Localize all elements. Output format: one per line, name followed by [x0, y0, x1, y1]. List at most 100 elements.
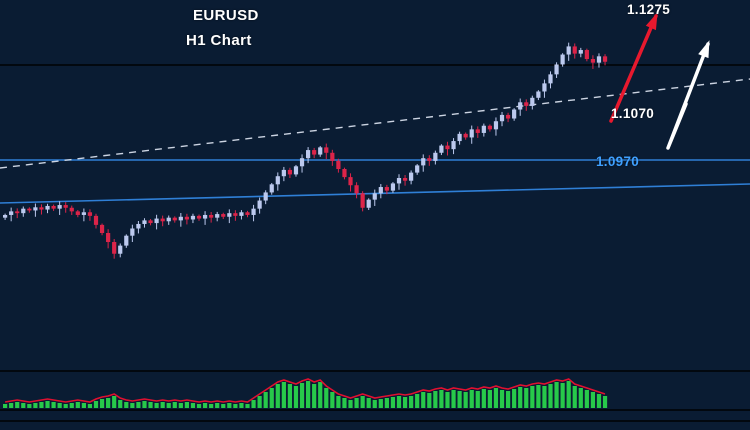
indicator-bar	[15, 402, 20, 408]
candle-up	[409, 172, 414, 181]
indicator-bar	[396, 396, 402, 408]
indicator-bar	[330, 392, 335, 408]
indicator-bar	[106, 398, 111, 408]
momentum-indicator-panel	[3, 378, 608, 408]
indicator-bar	[99, 399, 105, 408]
indicator-bar	[324, 388, 329, 408]
candle-up	[469, 129, 474, 138]
candle-down	[221, 214, 226, 217]
candle-down	[354, 185, 359, 194]
candle-down	[51, 205, 56, 209]
candle-up	[536, 91, 541, 98]
candle-up	[457, 133, 462, 142]
candle-down	[27, 208, 32, 211]
candle-up	[372, 193, 377, 200]
indicator-bar	[190, 403, 196, 408]
candle-up	[566, 46, 571, 55]
indicator-bar	[499, 390, 505, 408]
indicator-bar	[293, 386, 299, 408]
indicator-bar	[81, 403, 86, 408]
candle-down	[524, 102, 529, 106]
arrow-head	[645, 12, 658, 31]
indicator-bar	[415, 394, 420, 408]
indicator-bar	[87, 404, 93, 408]
indicator-bar	[245, 404, 250, 408]
indicator-bar	[524, 388, 529, 408]
candle-up	[518, 102, 523, 110]
candle-up	[512, 109, 517, 119]
candle-up	[481, 125, 486, 133]
candle-up	[166, 217, 171, 222]
indicator-bar	[542, 386, 547, 408]
indicator-bar	[209, 404, 214, 408]
candle-up	[293, 166, 299, 175]
indicator-bar	[354, 398, 359, 408]
indicator-bar	[112, 396, 117, 408]
candle-up	[275, 176, 280, 185]
candle-down	[69, 207, 74, 212]
indicator-bar	[518, 387, 523, 408]
candle-up	[499, 114, 505, 122]
indicator-bar	[215, 403, 220, 408]
candle-up	[530, 97, 535, 106]
candle-up	[318, 147, 323, 155]
candle-up	[269, 184, 274, 193]
indicator-bar	[172, 402, 177, 408]
candle-up	[124, 235, 129, 246]
indicator-bar	[421, 392, 426, 408]
candle-down	[209, 214, 214, 218]
candle-up	[306, 150, 311, 159]
candle-down	[233, 213, 238, 216]
indicator-bar	[487, 390, 492, 408]
indicator-bar	[263, 392, 268, 408]
indicator-bar	[251, 400, 256, 408]
indicator-bar	[63, 404, 68, 408]
candle-up	[451, 141, 456, 150]
level-and-separator-lines	[0, 64, 750, 422]
candle-down	[348, 177, 353, 186]
indicator-bar	[372, 400, 377, 408]
indicator-bar	[312, 384, 317, 408]
candle-up	[257, 200, 262, 209]
indicator-bar	[124, 402, 129, 408]
indicator-bar	[493, 388, 499, 408]
indicator-bar	[233, 404, 238, 408]
indicator-bar	[184, 402, 189, 408]
candle-down	[445, 145, 450, 150]
candle-up	[596, 56, 602, 63]
candle-up	[130, 228, 135, 236]
symbol-label: EURUSD	[193, 7, 259, 24]
indicator-bar	[433, 391, 438, 408]
candle-up	[33, 207, 38, 211]
candle-down	[384, 187, 389, 191]
candle-down	[463, 133, 468, 138]
candle-up	[263, 192, 268, 201]
candle-up	[45, 205, 50, 210]
candle-up	[239, 212, 244, 216]
indicator-bar	[306, 381, 311, 408]
candle-up	[493, 121, 499, 130]
candle-up	[9, 211, 14, 215]
indicator-bar	[202, 403, 208, 408]
candle-up	[415, 165, 420, 173]
projection-arrows	[609, 12, 710, 150]
candle-down	[148, 220, 153, 224]
white-projection-arrow	[666, 42, 710, 150]
indicator-bar	[142, 401, 147, 408]
indicator-bar	[554, 382, 559, 408]
candle-down	[402, 178, 408, 181]
indicator-bar	[566, 381, 571, 408]
candle-down	[245, 212, 250, 215]
candle-down	[87, 212, 93, 216]
resistance-price-label: 1.1070	[611, 106, 655, 121]
indicator-bar	[602, 396, 608, 408]
indicator-bar	[384, 398, 389, 408]
indicator-bar	[445, 392, 450, 408]
candle-up	[202, 214, 208, 219]
indicator-bar	[530, 386, 535, 408]
indicator-bar	[45, 401, 50, 408]
indicator-bar	[402, 397, 408, 408]
indicator-bar	[318, 382, 323, 408]
candle-up	[227, 213, 232, 217]
